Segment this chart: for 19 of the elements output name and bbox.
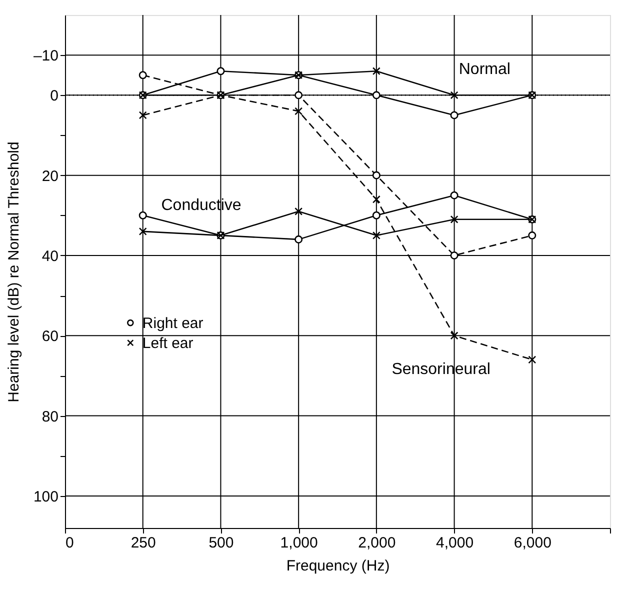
x-tick-label: 250 [130, 534, 156, 552]
x-tick-label: 1,000 [280, 534, 318, 552]
y-tick-label: –10 [33, 48, 58, 65]
x-tick-label: 0 [66, 534, 74, 552]
y-tick-label: 80 [42, 408, 58, 426]
y-tick-label: 40 [42, 248, 58, 265]
x-tick-label: 2,000 [358, 534, 396, 552]
x-tick-label: 4,000 [436, 534, 474, 552]
y-tick-label: 0 [50, 88, 58, 105]
y-tick-label: 100 [33, 488, 58, 506]
legend-label: Left ear [142, 334, 194, 352]
y-tick-label: 60 [42, 328, 58, 346]
y-tick-label: 20 [42, 168, 58, 185]
x-axis-title: Frequency (Hz) [286, 558, 390, 574]
x-tick-label: 6,000 [514, 534, 552, 552]
annotation: Normal [458, 60, 510, 78]
y-axis-title: Hearing level (dB) re Normal Threshold [5, 142, 22, 402]
x-tick-label: 500 [208, 534, 234, 552]
legend-label: Right ear [142, 314, 204, 332]
